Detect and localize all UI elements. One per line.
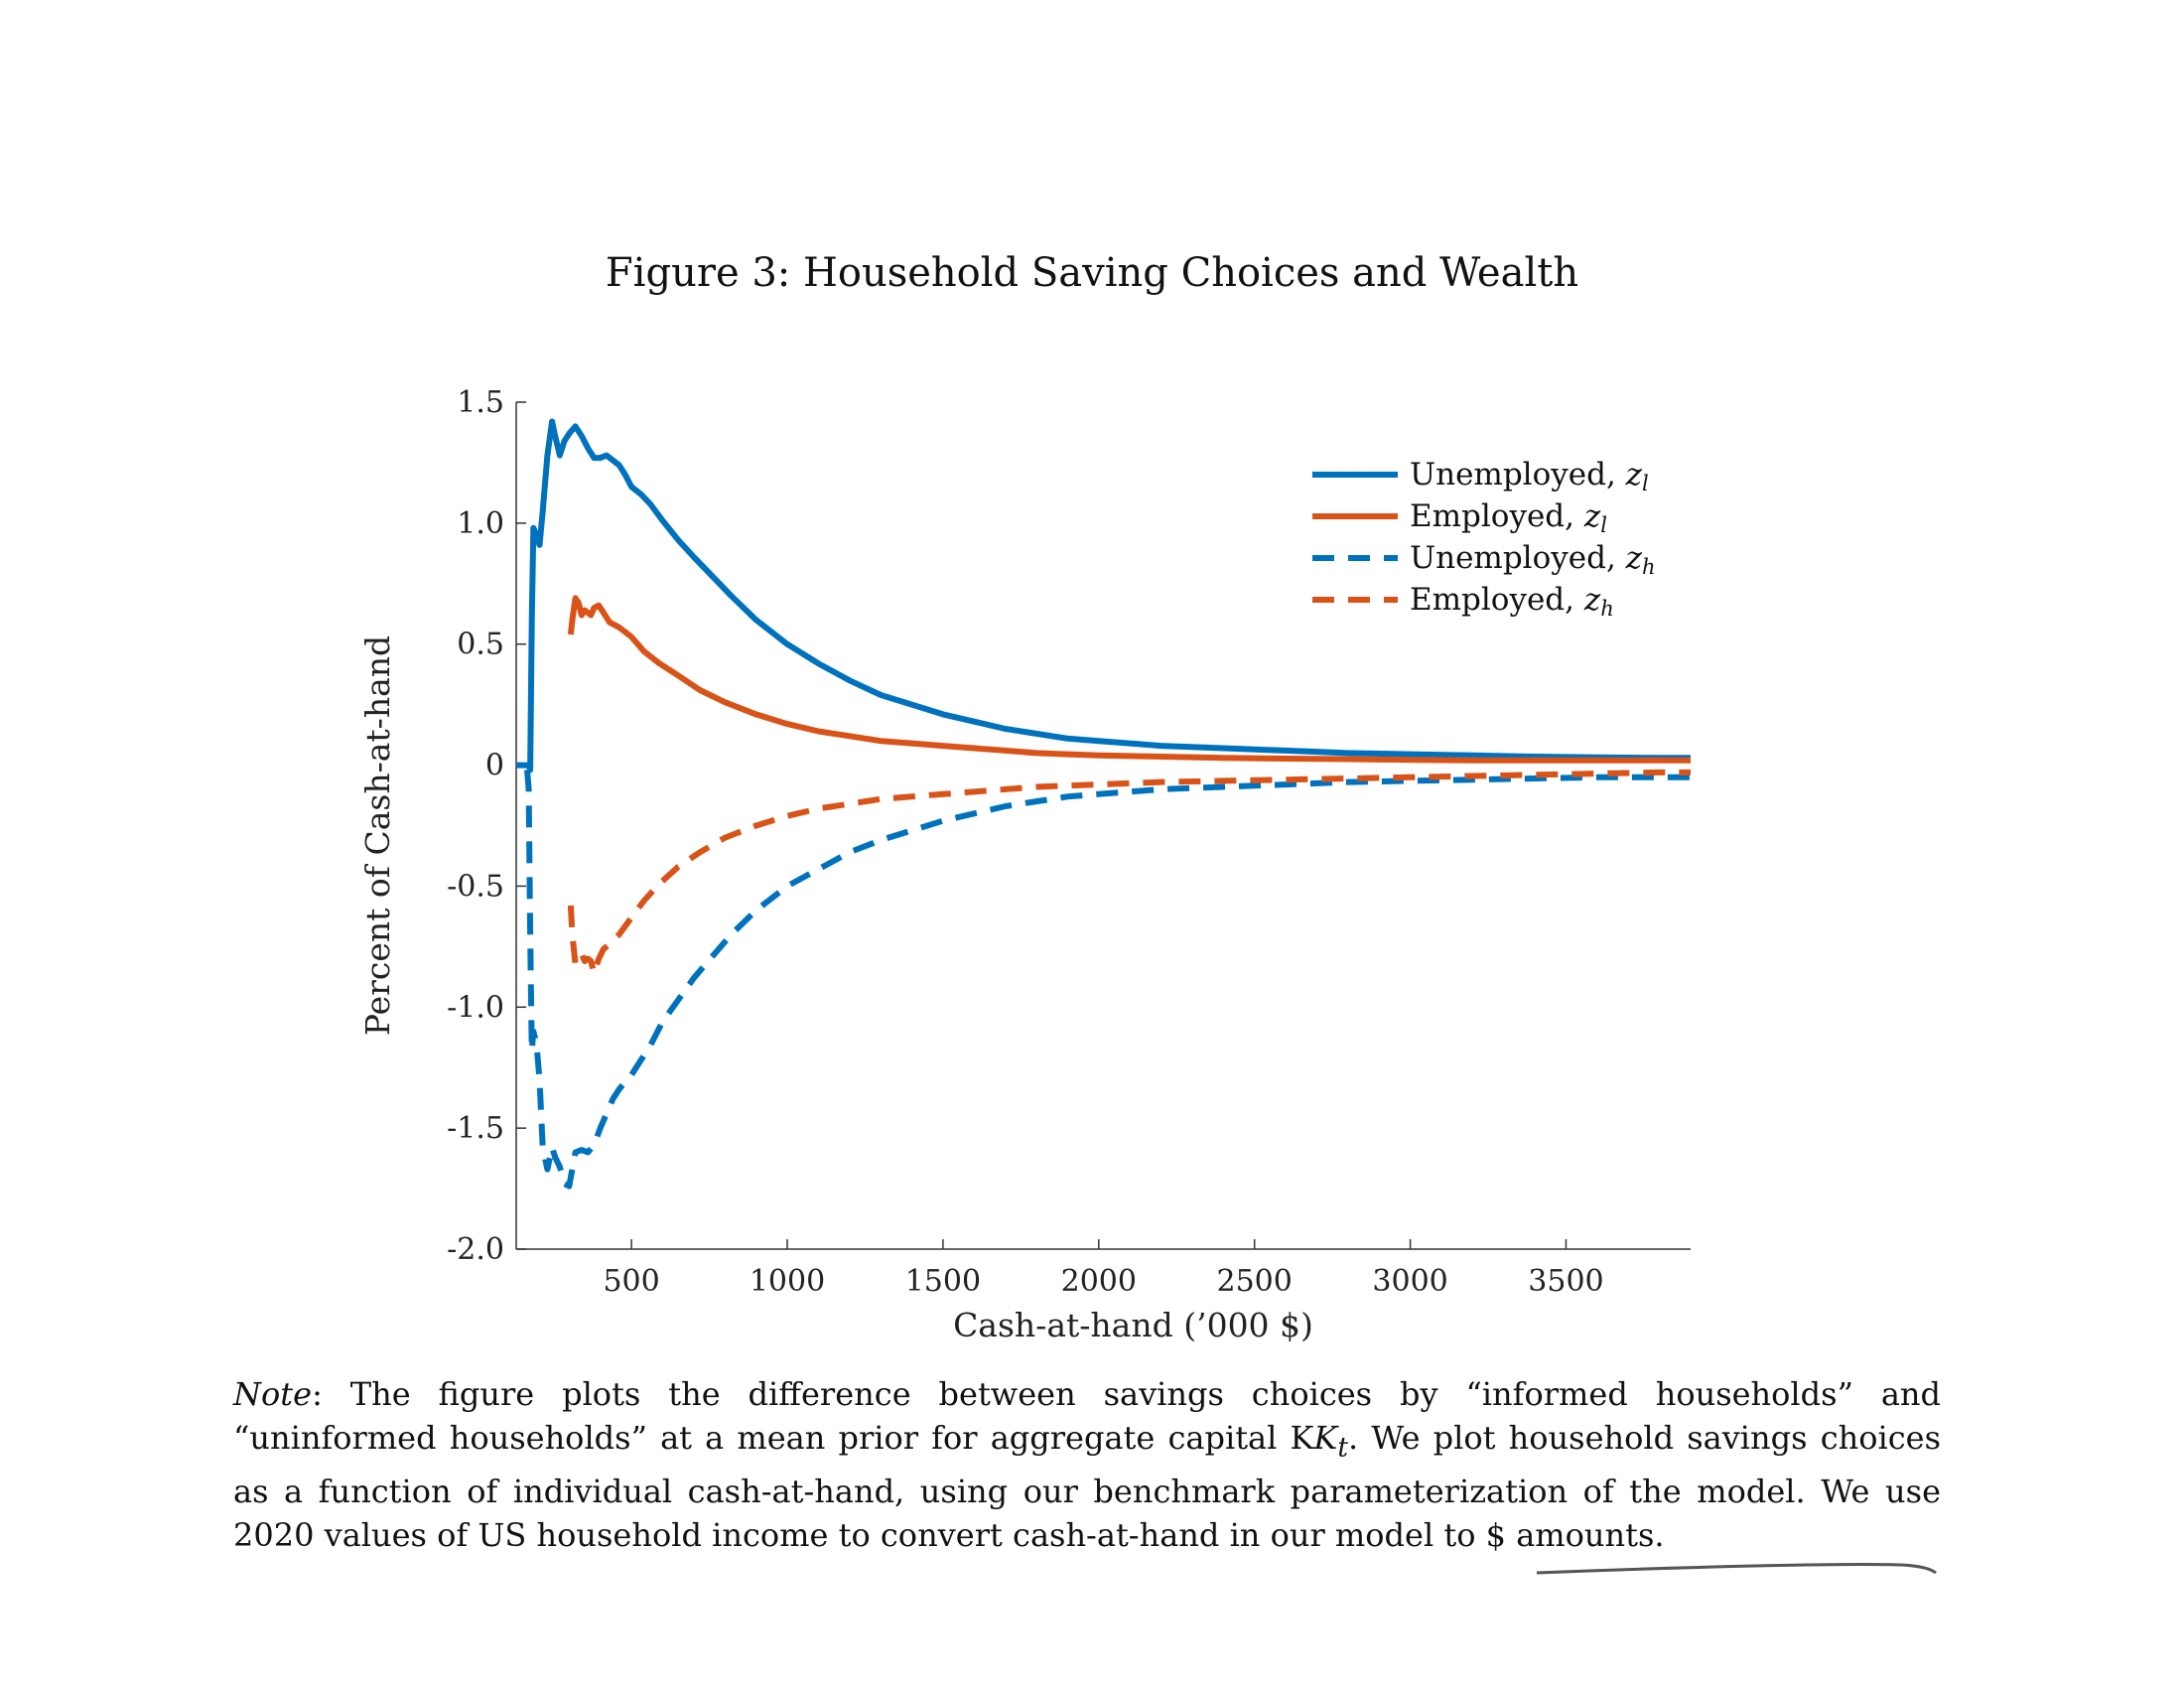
y-tick-label: -1.0	[447, 990, 504, 1025]
x-tick-label: 500	[603, 1264, 659, 1299]
x-axis-label: Cash-at-hand (’000 $)	[953, 1306, 1313, 1344]
axes: 1.5 1.0 0.5 0 -0.5 -1.0 -1.5 -2.0 500 1000 1500 200…	[358, 385, 1691, 1344]
note-label: Note	[233, 1375, 313, 1413]
x-tick-label: 3500	[1528, 1264, 1603, 1299]
legend-label-4: Employed, zh	[1410, 582, 1614, 621]
figure-title: Figure 3: Household Saving Choices and W…	[605, 250, 1579, 296]
legend-label-2: Employed, zl	[1410, 498, 1607, 537]
y-tick-label: 0	[485, 749, 504, 783]
note-capital-k: K	[1313, 1419, 1338, 1457]
y-tick-label: 0.5	[457, 628, 504, 662]
series-line-4	[567, 769, 1691, 977]
note-subscript: t	[1337, 1432, 1349, 1464]
series-line-3	[524, 770, 1691, 1190]
x-tick-label: 2500	[1217, 1264, 1293, 1299]
plot-area	[516, 418, 1691, 1190]
y-tick-label: -1.5	[447, 1111, 504, 1146]
figure-note: Note: The figure plots the difference be…	[233, 1372, 1941, 1557]
x-tick-label: 2000	[1061, 1264, 1137, 1299]
y-tick-label: 1.0	[457, 506, 504, 541]
series-line-2	[567, 595, 1691, 764]
y-tick-label: -2.0	[447, 1232, 504, 1267]
series-line-1	[516, 418, 1691, 774]
y-tick-label: 1.5	[457, 385, 504, 420]
note-text-after: . We plot household savings choices as a…	[233, 1419, 1942, 1555]
y-axis-label: Percent of Cash-at-hand	[358, 635, 397, 1036]
y-tick-label: -0.5	[447, 869, 504, 904]
legend-label-1: Unemployed, zl	[1410, 457, 1649, 495]
legend-label-3: Unemployed, zh	[1410, 540, 1656, 579]
x-tick-label: 3000	[1372, 1264, 1447, 1299]
note-text: : The figure plots the difference betwee…	[233, 1375, 1941, 1457]
x-tick-label: 1500	[905, 1264, 981, 1299]
x-tick-label: 1000	[750, 1264, 825, 1299]
